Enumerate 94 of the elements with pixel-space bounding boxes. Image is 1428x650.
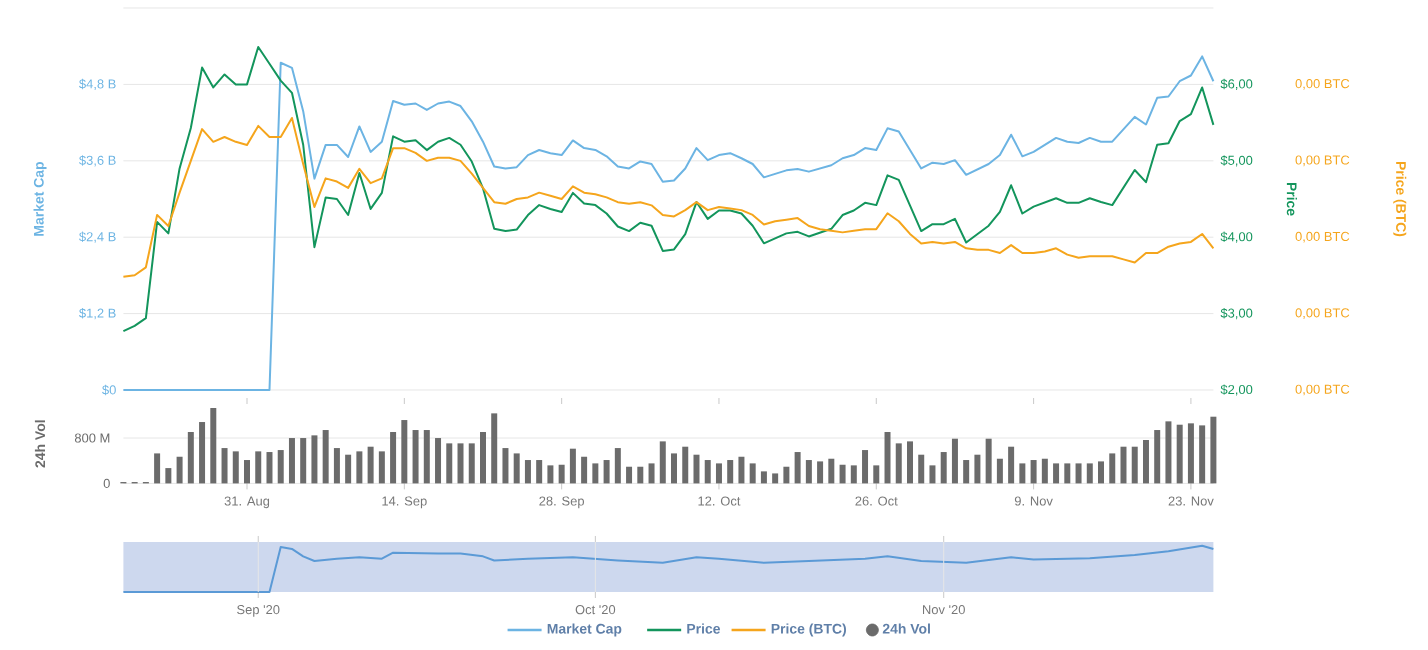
bar	[985, 438, 992, 484]
bar	[536, 460, 543, 484]
bar	[704, 460, 711, 484]
bar	[592, 463, 599, 484]
bar	[491, 413, 498, 484]
bar	[659, 441, 666, 484]
bar	[356, 451, 363, 484]
bar	[547, 465, 554, 484]
bar	[311, 435, 318, 484]
bar	[1210, 416, 1217, 484]
bar	[626, 466, 633, 484]
bar	[1154, 430, 1161, 484]
bar	[862, 450, 869, 484]
bar	[817, 461, 824, 484]
bar	[401, 420, 408, 484]
bar	[772, 473, 779, 484]
bar	[1030, 460, 1037, 484]
bar	[1120, 446, 1127, 484]
bar	[581, 456, 588, 484]
bar	[210, 408, 217, 484]
bar	[367, 446, 374, 484]
bar	[884, 432, 891, 484]
bar	[345, 454, 352, 484]
bar	[918, 454, 925, 484]
bar	[1075, 463, 1082, 484]
bar	[333, 448, 340, 484]
bar	[671, 453, 678, 484]
bar	[614, 448, 621, 484]
bar	[648, 463, 655, 484]
bar	[232, 451, 239, 484]
bar	[940, 452, 947, 484]
bar	[715, 463, 722, 484]
bar	[963, 460, 970, 484]
bar	[1176, 424, 1183, 484]
bar	[693, 454, 700, 484]
bar	[873, 465, 880, 484]
bar	[390, 432, 397, 484]
bar	[457, 443, 464, 484]
bar	[1109, 453, 1116, 484]
bar	[558, 464, 565, 484]
bar	[322, 430, 329, 484]
bar	[1053, 463, 1060, 484]
bar	[794, 452, 801, 484]
bar	[839, 464, 846, 484]
bar	[288, 438, 295, 484]
bar	[435, 438, 442, 484]
bar	[266, 452, 273, 484]
bar	[165, 468, 172, 484]
bar	[187, 432, 194, 484]
bar	[479, 432, 486, 484]
line-series	[122, 45, 1215, 333]
bar	[682, 446, 689, 484]
bar	[996, 458, 1003, 484]
bar	[603, 460, 610, 484]
bar	[1064, 463, 1071, 484]
bar	[760, 471, 767, 484]
bar	[738, 456, 745, 484]
bar	[513, 453, 520, 484]
bar	[412, 430, 419, 484]
bar	[423, 430, 430, 484]
bar	[637, 466, 644, 484]
bar	[569, 448, 576, 484]
bar	[176, 456, 183, 484]
bar	[524, 460, 531, 484]
bar	[1008, 446, 1015, 484]
bar	[1131, 446, 1138, 484]
bar	[974, 454, 981, 484]
bar	[1019, 463, 1026, 484]
bar	[1142, 440, 1149, 484]
bar	[1041, 458, 1048, 484]
bar	[1098, 461, 1105, 484]
bar	[502, 448, 509, 484]
bar	[828, 458, 835, 484]
bar	[300, 438, 307, 484]
bar	[468, 443, 475, 484]
bar	[783, 466, 790, 484]
bar	[1086, 463, 1093, 484]
bar	[446, 443, 453, 484]
bar	[727, 460, 734, 484]
bar	[1199, 425, 1206, 484]
bar	[895, 443, 902, 484]
bar	[906, 441, 913, 484]
bar	[378, 451, 385, 484]
bar	[221, 448, 228, 484]
bar	[277, 450, 284, 484]
bar	[850, 465, 857, 484]
bar	[255, 451, 262, 484]
bar	[951, 438, 958, 484]
bar	[805, 460, 812, 484]
bar	[1165, 421, 1172, 484]
bar	[154, 453, 161, 484]
bar	[199, 422, 206, 484]
bar	[749, 463, 756, 484]
bar	[929, 465, 936, 484]
